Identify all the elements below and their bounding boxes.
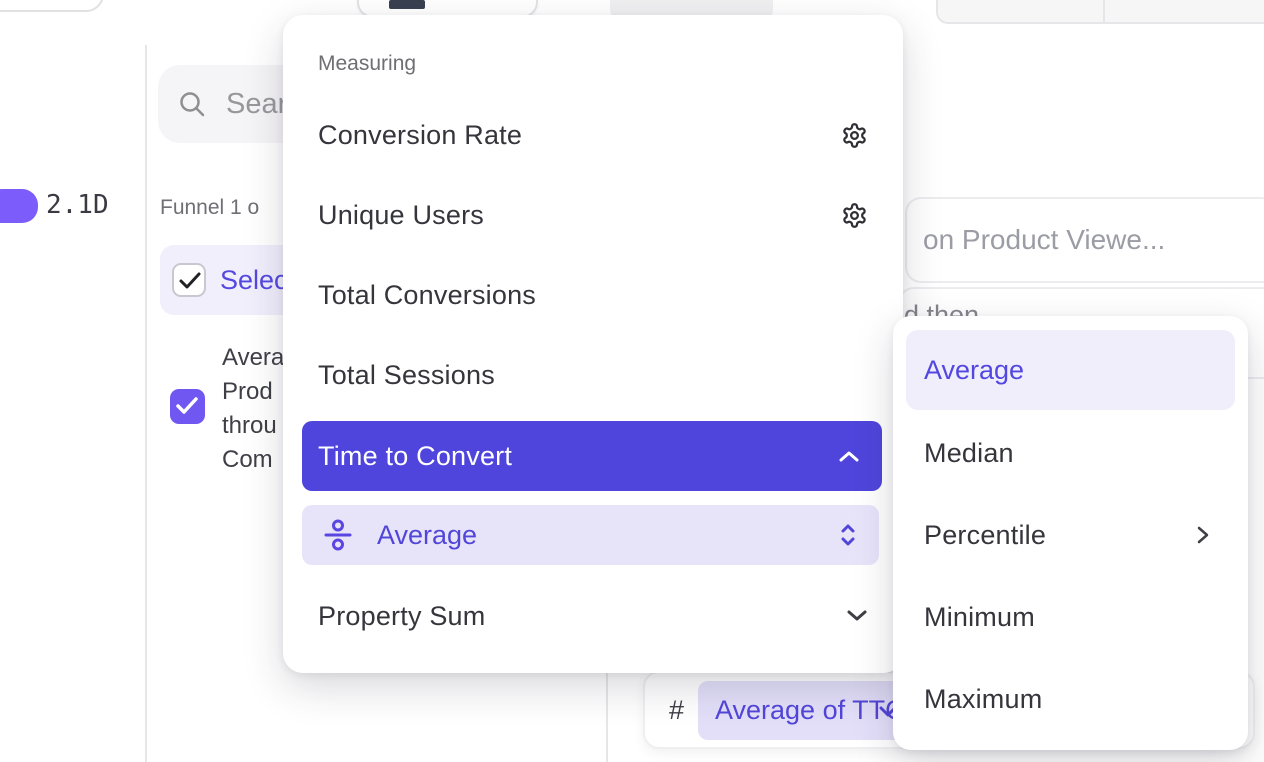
select-all-checkbox[interactable] [172,263,206,297]
menu-item-label: Unique Users [318,199,484,230]
chevron-up-icon [838,449,860,463]
logo-bar-icon [389,0,425,9]
menu-item-time-to-convert[interactable]: Time to Convert [302,421,882,491]
search-placeholder: Sear [226,88,288,120]
metric-chip[interactable]: Average of TTC [698,681,912,740]
gear-icon[interactable] [841,122,868,149]
view-toggle-partial[interactable] [936,0,1264,24]
menu-item-total-conversions[interactable]: Total Conversions [318,273,868,317]
aggregation-label: Average [377,519,478,550]
submenu-item-label: Average [924,354,1025,385]
chevron-down-icon [846,609,868,623]
left-divider [145,45,147,762]
measuring-menu: Measuring Conversion Rate Unique Users T… [283,15,903,673]
series-badge-label: 2.1D [46,190,109,220]
select-all-label: Selec [220,265,288,295]
check-icon [179,272,201,289]
menu-item-label: Conversion Rate [318,119,523,150]
aggregation-submenu: Average Median Percentile Minimum Maximu… [893,316,1248,750]
metric-chip-label: Average of TTC [715,695,905,725]
menu-item-label: Total Sessions [318,359,495,390]
segment-divider [1103,0,1105,22]
step-line: throu [222,412,277,439]
step-line: Avera [222,344,285,371]
funnel-count-label: Funnel 1 o [160,196,260,219]
toolbar-segment-partial[interactable] [610,0,773,18]
divide-icon [322,519,354,551]
submenu-item-label: Minimum [924,601,1035,632]
menu-item-unique-users[interactable]: Unique Users [318,193,868,237]
menu-item-property-sum[interactable]: Property Sum [318,594,868,638]
submenu-item-percentile[interactable]: Percentile [893,513,1248,557]
chevron-right-icon [1196,524,1210,546]
event-field[interactable]: on Product Viewe... [905,197,1264,283]
submenu-item-label: Maximum [924,683,1043,714]
event-field-label: on Product Viewe... [923,224,1166,255]
submenu-item-median[interactable]: Median [893,431,1248,475]
submenu-item-label: Median [924,437,1014,468]
series-color-badge [0,189,38,223]
menu-item-label: Property Sum [318,600,486,631]
step-checkbox[interactable] [170,389,205,424]
search-icon [178,90,208,125]
menu-header: Measuring [318,52,417,75]
submenu-item-label: Percentile [924,519,1047,550]
submenu-item-average[interactable]: Average [906,330,1235,410]
step-line: Com [222,446,273,473]
aggregation-selector-average[interactable]: Average [302,505,879,565]
menu-item-label: Total Conversions [318,279,537,310]
menu-item-label: Time to Convert [318,440,513,471]
step-line: Prod [222,378,273,405]
menu-item-conversion-rate[interactable]: Conversion Rate [318,113,868,157]
check-icon [176,397,198,414]
chevron-up-down-icon [839,522,857,548]
partial-card-top-left [0,0,104,12]
number-type-symbol: # [669,695,685,725]
gear-icon[interactable] [841,202,868,229]
chevron-down-icon [878,705,898,723]
step-description: Avera Prod throu Com [222,341,312,477]
submenu-item-minimum[interactable]: Minimum [893,595,1248,639]
menu-item-total-sessions[interactable]: Total Sessions [318,353,868,397]
submenu-item-maximum[interactable]: Maximum [893,677,1248,721]
